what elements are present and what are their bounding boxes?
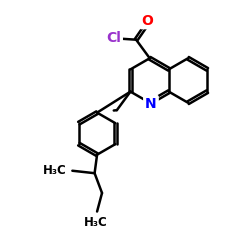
Text: N: N <box>145 97 157 111</box>
Text: H₃C: H₃C <box>42 164 66 177</box>
Text: Cl: Cl <box>106 32 121 46</box>
Text: O: O <box>141 14 153 28</box>
Text: H₃C: H₃C <box>84 216 108 230</box>
